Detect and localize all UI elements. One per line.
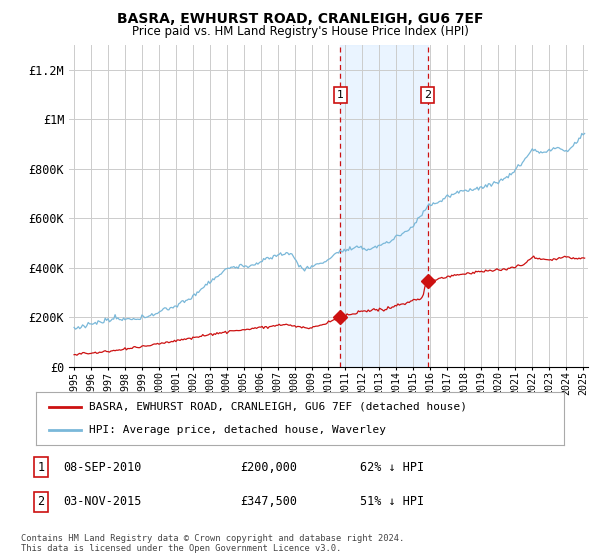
Text: Price paid vs. HM Land Registry's House Price Index (HPI): Price paid vs. HM Land Registry's House … [131, 25, 469, 38]
Text: BASRA, EWHURST ROAD, CRANLEIGH, GU6 7EF (detached house): BASRA, EWHURST ROAD, CRANLEIGH, GU6 7EF … [89, 402, 467, 412]
Text: 1: 1 [37, 460, 44, 474]
Text: £200,000: £200,000 [240, 460, 297, 474]
Text: 62% ↓ HPI: 62% ↓ HPI [360, 460, 424, 474]
Text: 51% ↓ HPI: 51% ↓ HPI [360, 495, 424, 508]
Text: 03-NOV-2015: 03-NOV-2015 [63, 495, 142, 508]
Text: £347,500: £347,500 [240, 495, 297, 508]
Text: BASRA, EWHURST ROAD, CRANLEIGH, GU6 7EF: BASRA, EWHURST ROAD, CRANLEIGH, GU6 7EF [117, 12, 483, 26]
Bar [340, 45, 428, 367]
Text: Contains HM Land Registry data © Crown copyright and database right 2024.
This d: Contains HM Land Registry data © Crown c… [21, 534, 404, 553]
Text: 08-SEP-2010: 08-SEP-2010 [63, 460, 142, 474]
Text: 2: 2 [424, 90, 431, 100]
Text: 2: 2 [37, 495, 44, 508]
Text: HPI: Average price, detached house, Waverley: HPI: Average price, detached house, Wave… [89, 425, 386, 435]
Text: 1: 1 [337, 90, 344, 100]
